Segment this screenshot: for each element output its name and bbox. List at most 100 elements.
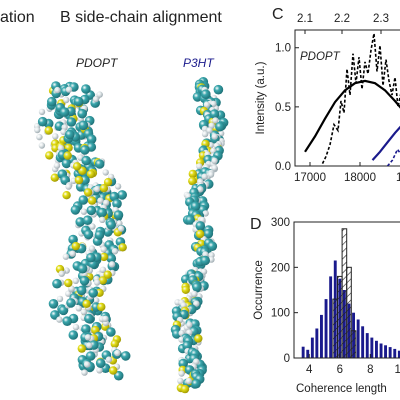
atom-sphere [75, 217, 85, 227]
chart-c-ytick-label: 1.0 [275, 43, 291, 55]
chart-d-ytick-label: 200 [271, 262, 290, 274]
atom-sphere [72, 324, 80, 331]
chart-d-bar-blue [361, 326, 365, 358]
chart-c-toptick-label: 2.1 [297, 13, 313, 25]
atom-sphere [81, 324, 91, 334]
atom-sphere [102, 315, 109, 322]
atom-sphere [97, 197, 104, 204]
atom-sphere [96, 367, 103, 374]
atom-sphere [70, 205, 81, 215]
chart-d-bar-blue [324, 299, 328, 358]
atom-sphere [86, 134, 97, 144]
atom-sphere [77, 108, 87, 119]
atom-sphere [94, 230, 105, 240]
atom-sphere [83, 229, 94, 240]
atom-sphere [82, 215, 93, 225]
chart-c-frame [294, 29, 400, 167]
atom-sphere [208, 122, 215, 129]
chart-c-inset-label: PDOPT [300, 51, 341, 63]
atom-sphere [93, 185, 101, 193]
atom-sphere [72, 162, 82, 171]
atom-sphere [95, 358, 106, 369]
atom-sphere [99, 184, 109, 193]
atom-sphere [59, 107, 70, 117]
atom-sphere [66, 298, 76, 308]
atom-sphere [63, 151, 72, 160]
atom-sphere [99, 216, 106, 223]
atom-sphere [97, 302, 106, 312]
atom-sphere [102, 199, 110, 206]
atom-sphere [34, 126, 41, 134]
atom-sphere [52, 278, 62, 289]
atom-sphere [58, 305, 69, 316]
panel-b-title: B side-chain alignment [60, 9, 222, 26]
atom-sphere [65, 129, 75, 140]
atom-sphere [61, 158, 72, 169]
chart-d-bar-hatched [337, 275, 343, 358]
atom-sphere [81, 155, 91, 166]
atom-sphere [92, 95, 100, 103]
atom-sphere [201, 130, 209, 138]
atom-sphere [182, 340, 192, 351]
chart-d-xtick-label: 10 [394, 364, 400, 376]
atom-sphere [192, 282, 202, 292]
atom-sphere [185, 377, 192, 385]
atom-sphere [62, 191, 71, 200]
chart-c-xtick-label-partial: 1 [396, 172, 400, 184]
atom-sphere [56, 295, 64, 303]
atom-sphere [77, 344, 87, 353]
atom-sphere [178, 370, 185, 377]
atom-sphere [190, 201, 201, 211]
atom-sphere [191, 378, 201, 389]
atom-sphere [69, 250, 76, 257]
atom-sphere [97, 207, 107, 218]
atom-sphere [86, 252, 96, 263]
atom-sphere [177, 377, 184, 385]
atom-sphere [215, 121, 225, 132]
pdopt-molecule-render [34, 81, 131, 381]
chart-d-ytick-label: 100 [271, 308, 290, 320]
atom-sphere [86, 205, 97, 216]
panel-a-fragment: ation [0, 9, 35, 26]
atom-sphere [106, 220, 116, 230]
atom-sphere [37, 116, 48, 127]
atom-sphere [117, 225, 125, 232]
atom-sphere [193, 358, 200, 365]
chart-d-bar-blue [315, 328, 319, 358]
chart-c-series-2 [371, 125, 400, 161]
atom-sphere [211, 157, 218, 164]
atom-sphere [87, 196, 97, 205]
atom-sphere [56, 316, 63, 323]
chart-d-bar-blue [320, 314, 323, 358]
atom-sphere [38, 108, 46, 116]
atom-sphere [206, 127, 213, 134]
atom-sphere [89, 223, 96, 230]
atom-sphere [188, 169, 197, 179]
atom-sphere [50, 173, 59, 182]
atom-sphere [68, 330, 79, 340]
atom-sphere [200, 268, 208, 275]
atom-sphere [57, 144, 65, 152]
molecule-label-pdopt: PDOPT [76, 56, 118, 70]
chart-d-bar-blue [329, 276, 333, 358]
atom-sphere [211, 133, 218, 140]
atom-sphere [80, 308, 88, 316]
chart-d-bar-blue [379, 343, 383, 358]
atom-sphere [65, 86, 73, 93]
atom-sphere [54, 86, 61, 94]
chart-c-xtick-label: 18000 [344, 172, 376, 184]
chart-d-bar-blue [397, 350, 400, 358]
atom-sphere [120, 351, 131, 361]
atom-sphere [68, 285, 75, 292]
atom-sphere [203, 228, 214, 239]
chart-d-bar-hatched [350, 330, 357, 358]
atom-sphere [109, 366, 118, 375]
atom-sphere [80, 145, 90, 155]
atom-sphere [100, 246, 107, 253]
chart-d-ylabel: Occurrence [253, 260, 265, 319]
atom-sphere [48, 299, 59, 309]
chart-c-xtick-label: 17000 [294, 172, 326, 184]
atom-sphere [114, 183, 122, 190]
